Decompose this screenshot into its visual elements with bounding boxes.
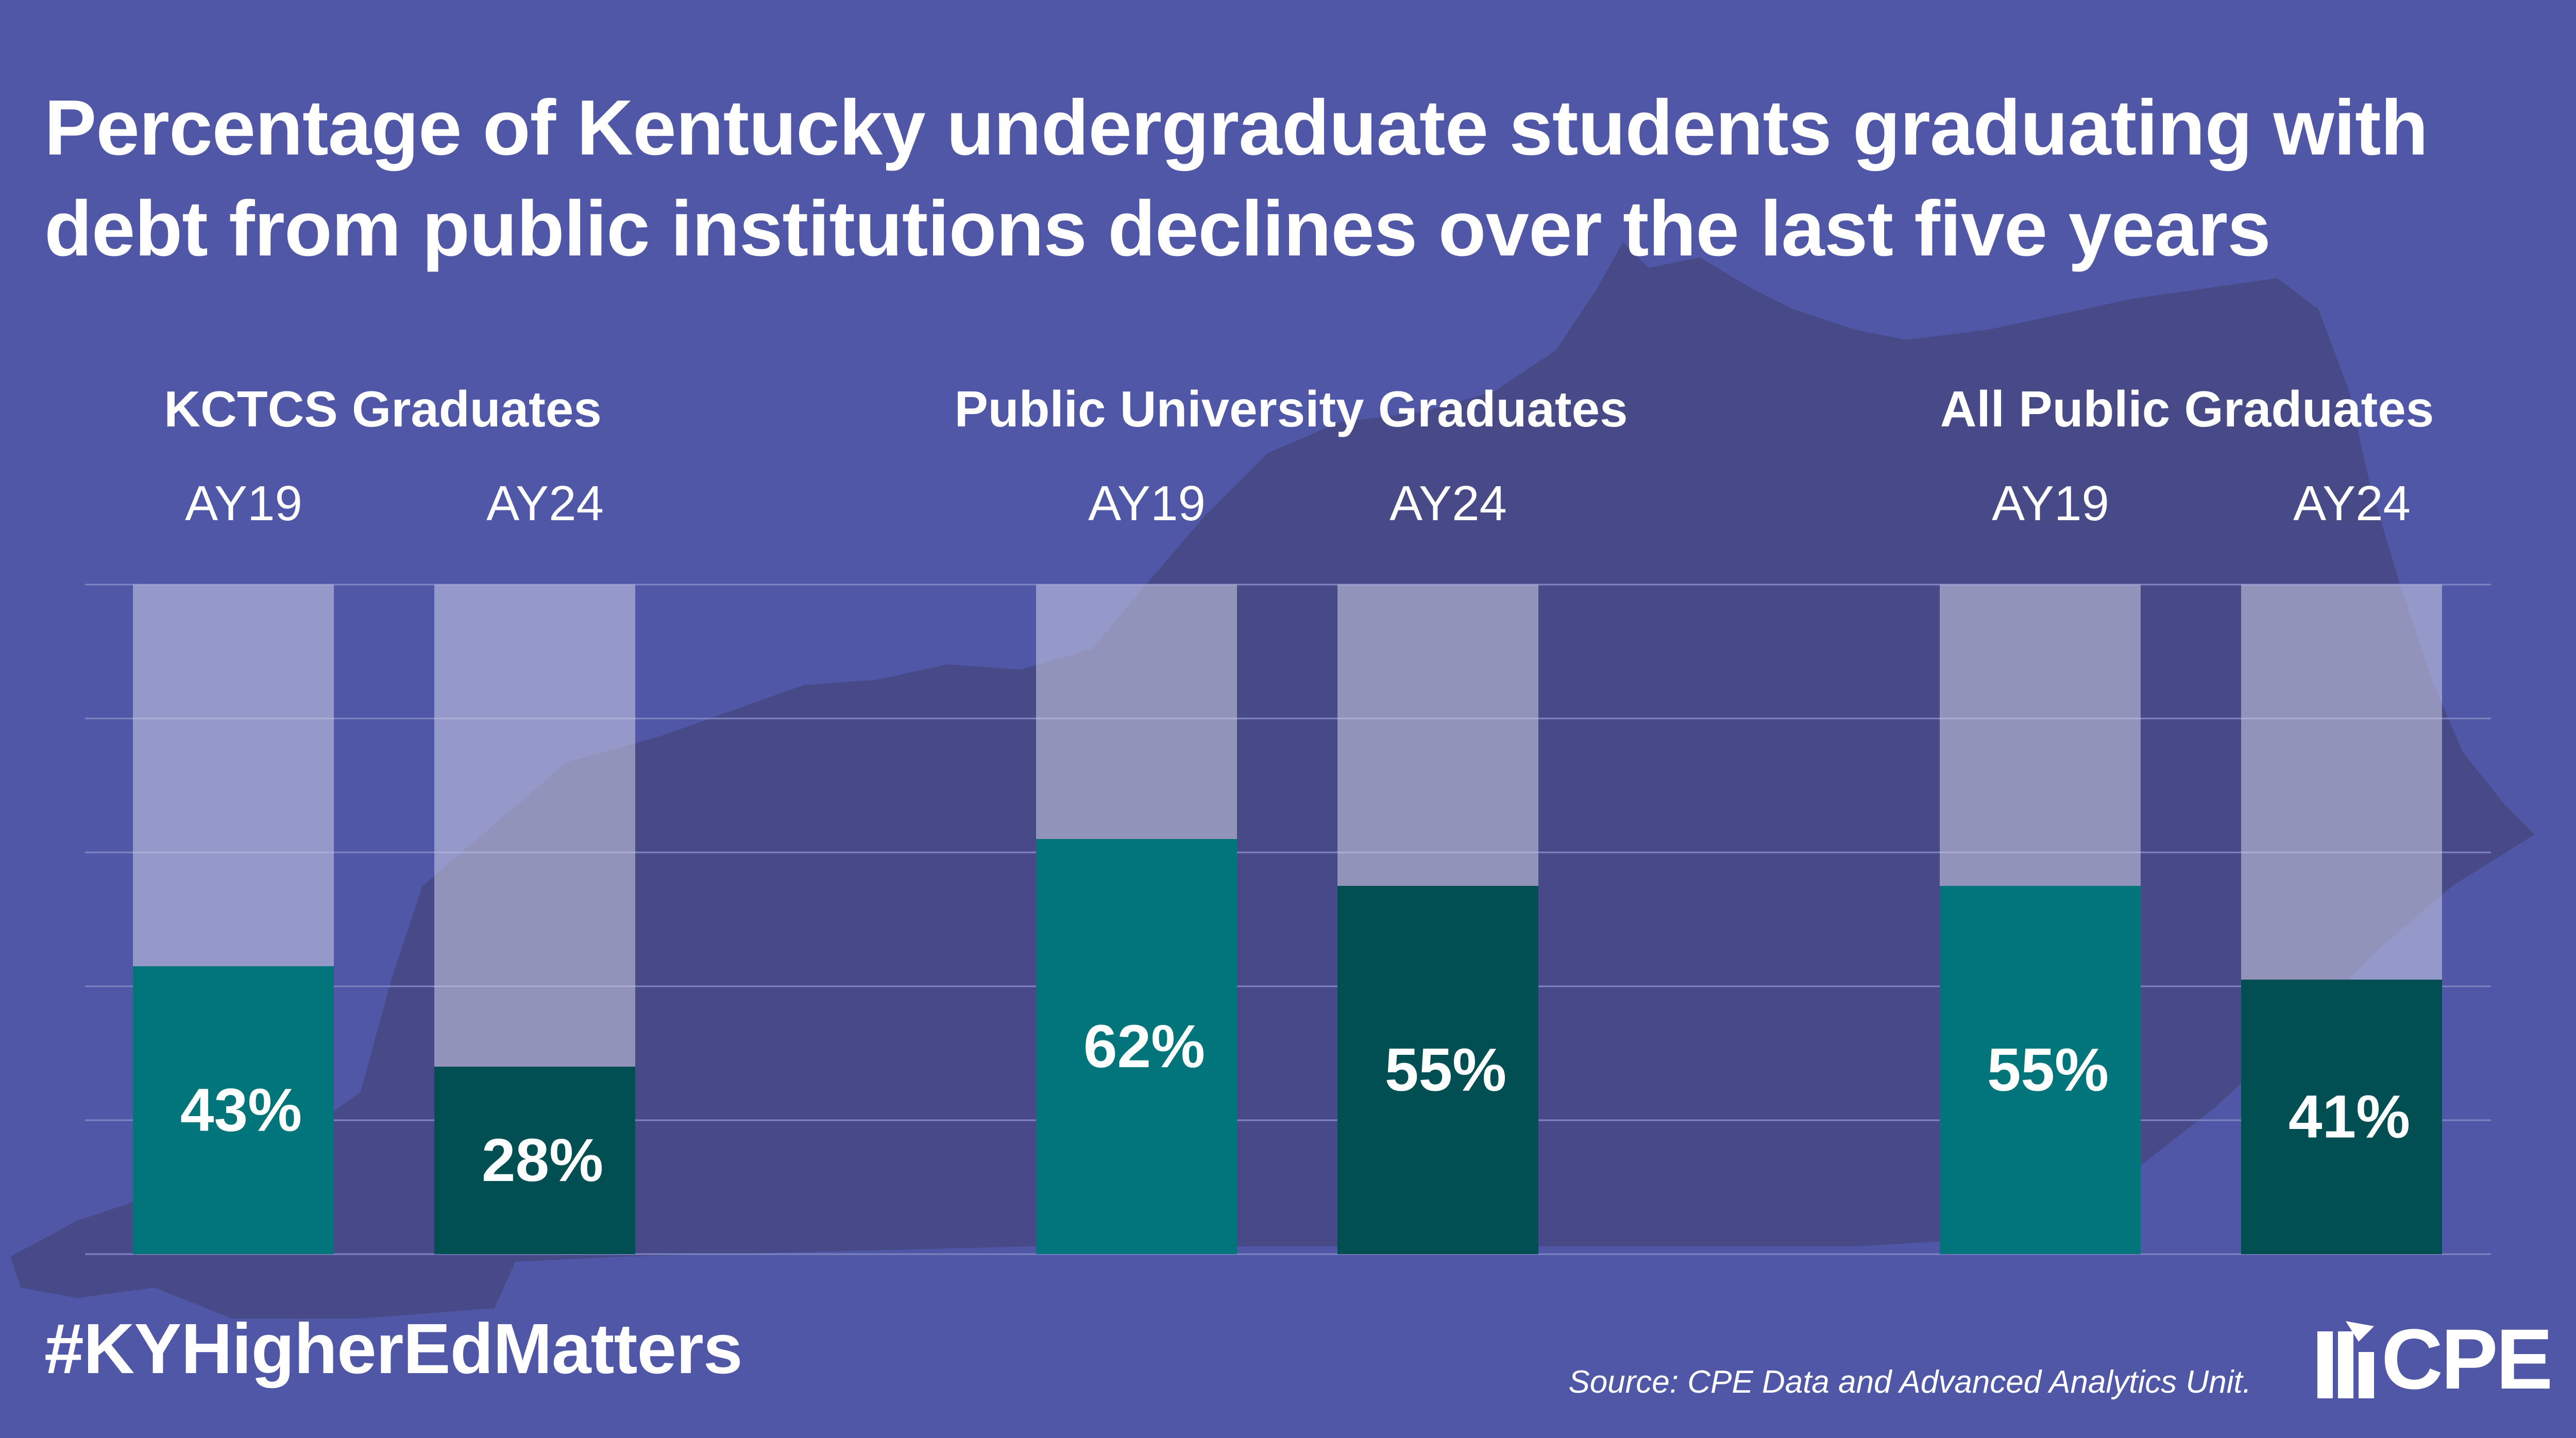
bar — [1036, 839, 1237, 1254]
group-title: KCTCS Graduates — [164, 381, 602, 437]
bar — [1940, 886, 2141, 1254]
cpe-logo-text: CPE — [2381, 1312, 2553, 1407]
cpe-logo-icon — [2317, 1321, 2374, 1398]
kentucky-map-silhouette — [10, 242, 2535, 1319]
category-label: AY19 — [185, 476, 302, 531]
data-label: 62% — [1083, 1013, 1205, 1081]
bar — [2241, 980, 2442, 1254]
cpe-logo: CPE — [2317, 1312, 2553, 1407]
page-title: Percentage of Kentucky undergraduate stu… — [44, 84, 2428, 272]
data-label: 55% — [1987, 1036, 2109, 1104]
data-label: 41% — [2289, 1083, 2410, 1151]
chart-labels: KCTCS Graduates AY19 43% AY24 28% Public Univ… — [164, 381, 2434, 1194]
group-title: Public University Graduates — [954, 381, 1628, 437]
bar — [1337, 886, 1538, 1254]
category-label: AY19 — [1088, 476, 1206, 531]
category-label: AY19 — [1992, 476, 2109, 531]
category-label: AY24 — [486, 476, 604, 531]
bar — [434, 1067, 635, 1254]
group-title: All Public Graduates — [1940, 381, 2434, 437]
data-label: 28% — [482, 1126, 603, 1194]
bar — [133, 966, 334, 1254]
hashtag: #KYHigherEdMatters — [44, 1309, 743, 1389]
bars — [133, 585, 2442, 1254]
data-label: 55% — [1385, 1036, 1506, 1104]
category-label: AY24 — [1389, 476, 1507, 531]
category-label: AY24 — [2293, 476, 2411, 531]
source-note: Source: CPE Data and Advanced Analytics … — [1568, 1364, 2251, 1400]
data-label: 43% — [180, 1076, 302, 1144]
